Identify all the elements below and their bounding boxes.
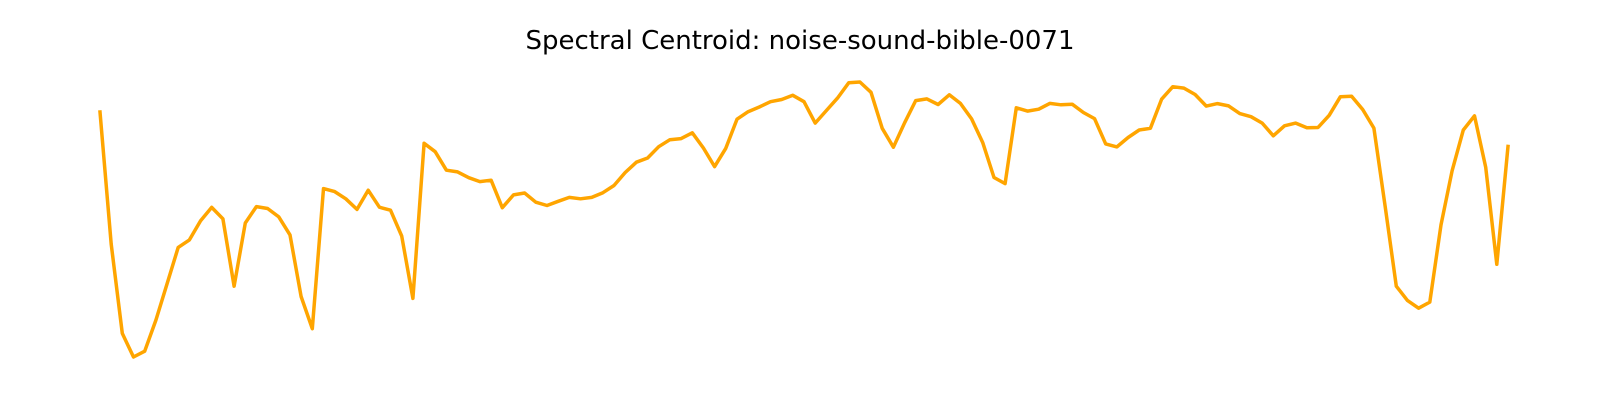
plot-area [98, 80, 1510, 359]
centroid-series-line [98, 80, 1510, 359]
chart-title: Spectral Centroid: noise-sound-bible-007… [525, 26, 1075, 56]
